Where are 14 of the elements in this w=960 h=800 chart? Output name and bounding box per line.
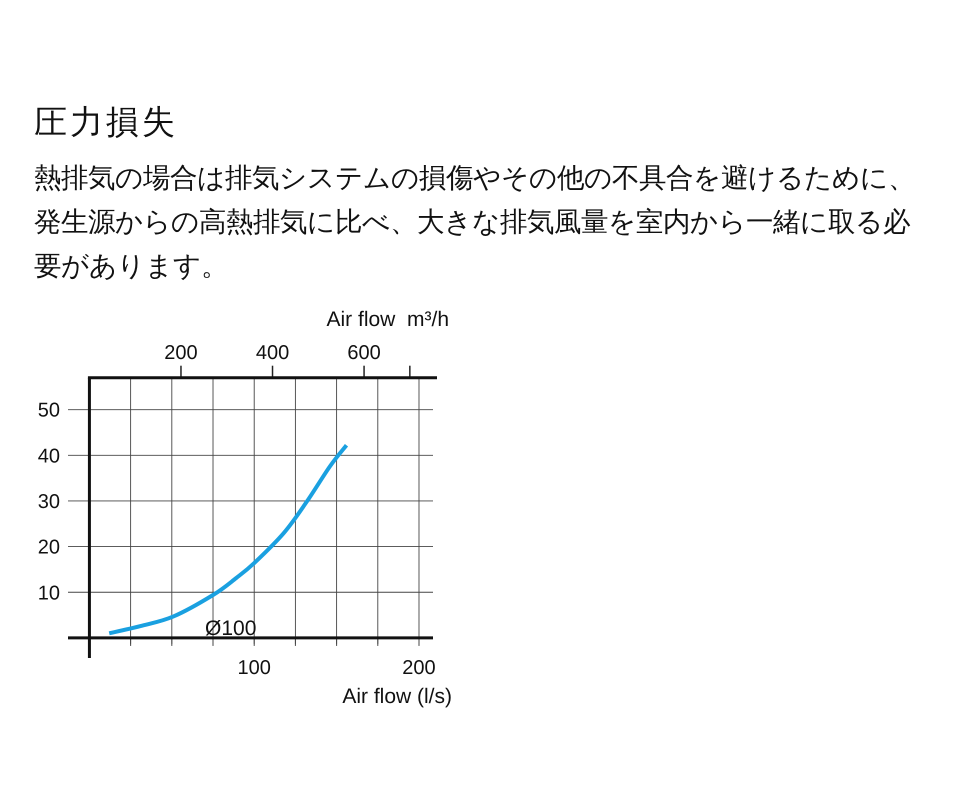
y-tick-label: 30 xyxy=(38,490,60,513)
y-tick-label: 10 xyxy=(38,582,60,604)
x-axis-title: Air flow (l/s) xyxy=(342,685,452,708)
x2-tick-label: 400 xyxy=(256,342,290,364)
y-tick-label: 20 xyxy=(38,536,60,559)
y-tick-label: 50 xyxy=(38,400,60,422)
x2-axis-title: Air flow m³/h xyxy=(326,308,449,331)
y-tick-label: 40 xyxy=(38,445,60,468)
line-series xyxy=(107,443,348,636)
chart-subtitle: 熱排気の場合は排気システムの損傷やその他の不具合を避けるために、発生源からの高熱排気に比べ、大きな排気風量を室内から一緒に取る必要があります。 xyxy=(34,161,916,283)
x2-tick-label: 600 xyxy=(347,342,381,364)
x2-tick-label: 200 xyxy=(164,342,198,364)
chart-title: 圧力損失 xyxy=(34,102,178,142)
x-tick-label: 100 xyxy=(238,657,271,679)
